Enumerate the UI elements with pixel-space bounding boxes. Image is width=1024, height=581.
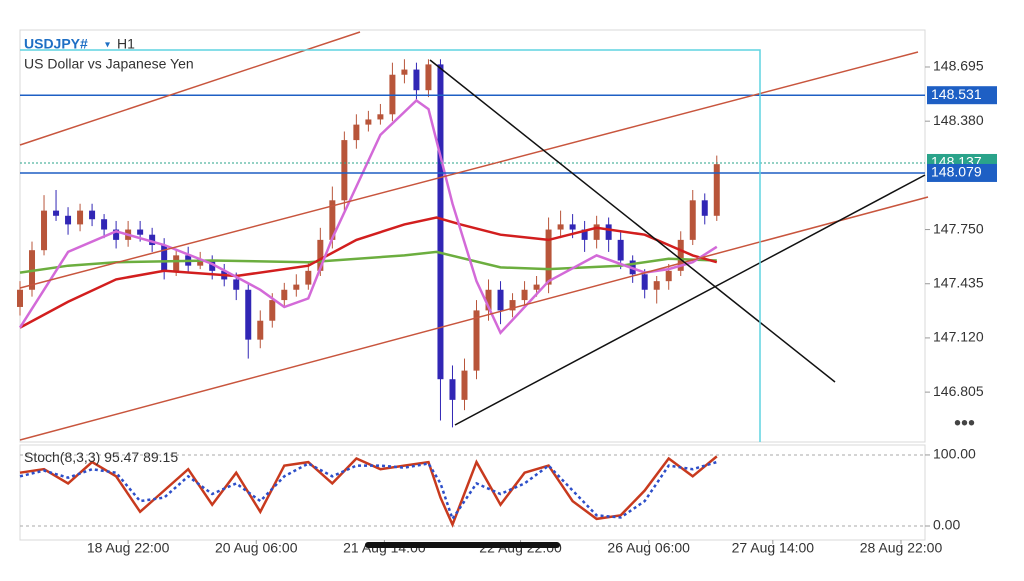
dropdown-arrow[interactable]: ▾ (105, 40, 110, 51)
candle-body (449, 379, 456, 400)
channel-line (19, 31, 361, 146)
candle-body (101, 219, 108, 230)
drawings (19, 31, 929, 442)
candle-body (113, 229, 120, 240)
price-label: 148.079 (931, 164, 982, 180)
candle-body (53, 210, 60, 216)
candle-body (365, 119, 372, 125)
candle-body (197, 260, 204, 266)
candle-body (605, 224, 612, 240)
channel-line (19, 51, 919, 289)
x-tick-label: 20 Aug 06:00 (215, 540, 298, 556)
y-tick-label: 147.750 (933, 220, 984, 236)
series-line (19, 216, 718, 329)
candle-body (65, 215, 72, 225)
candle-body (173, 255, 180, 271)
stoch-frame (19, 444, 926, 541)
channel-line (19, 196, 929, 441)
candle-body (701, 200, 708, 216)
main-frame (19, 29, 926, 443)
y-tick-label: 0.00 (933, 517, 960, 533)
stoch-header: Stoch(8,3,3) 95.47 89.15 (24, 449, 178, 465)
plot-layer: 148.695 148.380 147.750 147.435 147.120 146.8… (17, 58, 997, 556)
candle-body (689, 200, 696, 240)
x-tick-label: 27 Aug 14:00 (732, 540, 815, 556)
candle-body (41, 210, 48, 251)
candle-body (593, 224, 600, 240)
candle-body (677, 239, 684, 271)
cyan-box (20, 49, 761, 442)
candle-body (425, 64, 432, 91)
stoch-main: 95.47 (104, 449, 139, 465)
candle-body (293, 284, 300, 290)
candle-body (269, 300, 276, 321)
candle-body (545, 229, 552, 285)
candle-body (569, 224, 576, 230)
candle-body (497, 289, 504, 311)
y-tick-label: 148.380 (933, 112, 984, 128)
candle-body (437, 64, 444, 380)
price-label-box (927, 163, 997, 182)
candle-body (149, 234, 156, 246)
candle-body (209, 260, 216, 271)
candle-body (713, 164, 720, 216)
y-tick-label: 147.435 (933, 274, 984, 290)
candle-body (161, 245, 168, 271)
candle-body (77, 210, 84, 225)
symbol[interactable]: USDJPY# (24, 36, 88, 52)
series-line (18, 98, 718, 336)
candle-body (233, 279, 240, 290)
subtitle: US Dollar vs Japanese Yen (24, 56, 194, 72)
candle-body (473, 310, 480, 371)
candle-body (89, 210, 96, 220)
candle-body (521, 289, 528, 301)
x-tick-label: 18 Aug 22:00 (87, 540, 170, 556)
candle-body (137, 229, 144, 235)
candle-body (617, 239, 624, 261)
candle-body (257, 320, 264, 340)
y-tick-label: 148.695 (933, 58, 984, 74)
price-label: 148.531 (931, 86, 982, 102)
candle-body (329, 200, 336, 240)
trend-line (429, 59, 836, 383)
candle-body (413, 69, 420, 91)
candle-body (641, 274, 648, 290)
y-tick-label: 100.00 (933, 446, 976, 462)
candle-body (509, 300, 516, 311)
candle-body (581, 229, 588, 240)
candle-body (353, 124, 360, 141)
candle-body (533, 284, 540, 290)
more-menu[interactable]: ••• (954, 412, 975, 434)
candle-body (305, 270, 312, 285)
candle-body (653, 281, 660, 290)
candle-body (17, 289, 23, 307)
y-tick-label: 147.120 (933, 329, 984, 345)
candle-body (341, 140, 348, 201)
candle-body (485, 289, 492, 311)
y-tick-label: 146.805 (933, 383, 984, 399)
x-tick-label: 26 Aug 06:00 (607, 540, 690, 556)
scrollbar[interactable] (365, 542, 560, 548)
series-line (19, 455, 718, 528)
candle-body (401, 69, 408, 75)
candle-body (665, 270, 672, 282)
trend-line (454, 174, 926, 426)
stoch-title: Stoch(8,3,3) (24, 449, 100, 465)
price-label-box (927, 86, 997, 105)
timeframe[interactable]: H1 (117, 36, 135, 52)
candle-body (281, 289, 288, 301)
candle-body (317, 239, 324, 271)
stoch-signal: 89.15 (143, 449, 178, 465)
series-line (19, 250, 717, 274)
series-line (19, 460, 718, 522)
x-tick-label: 28 Aug 22:00 (860, 540, 943, 556)
candle-body (461, 370, 468, 400)
candle-body (557, 224, 564, 230)
candle-body (377, 114, 384, 120)
candle-body (245, 289, 252, 340)
